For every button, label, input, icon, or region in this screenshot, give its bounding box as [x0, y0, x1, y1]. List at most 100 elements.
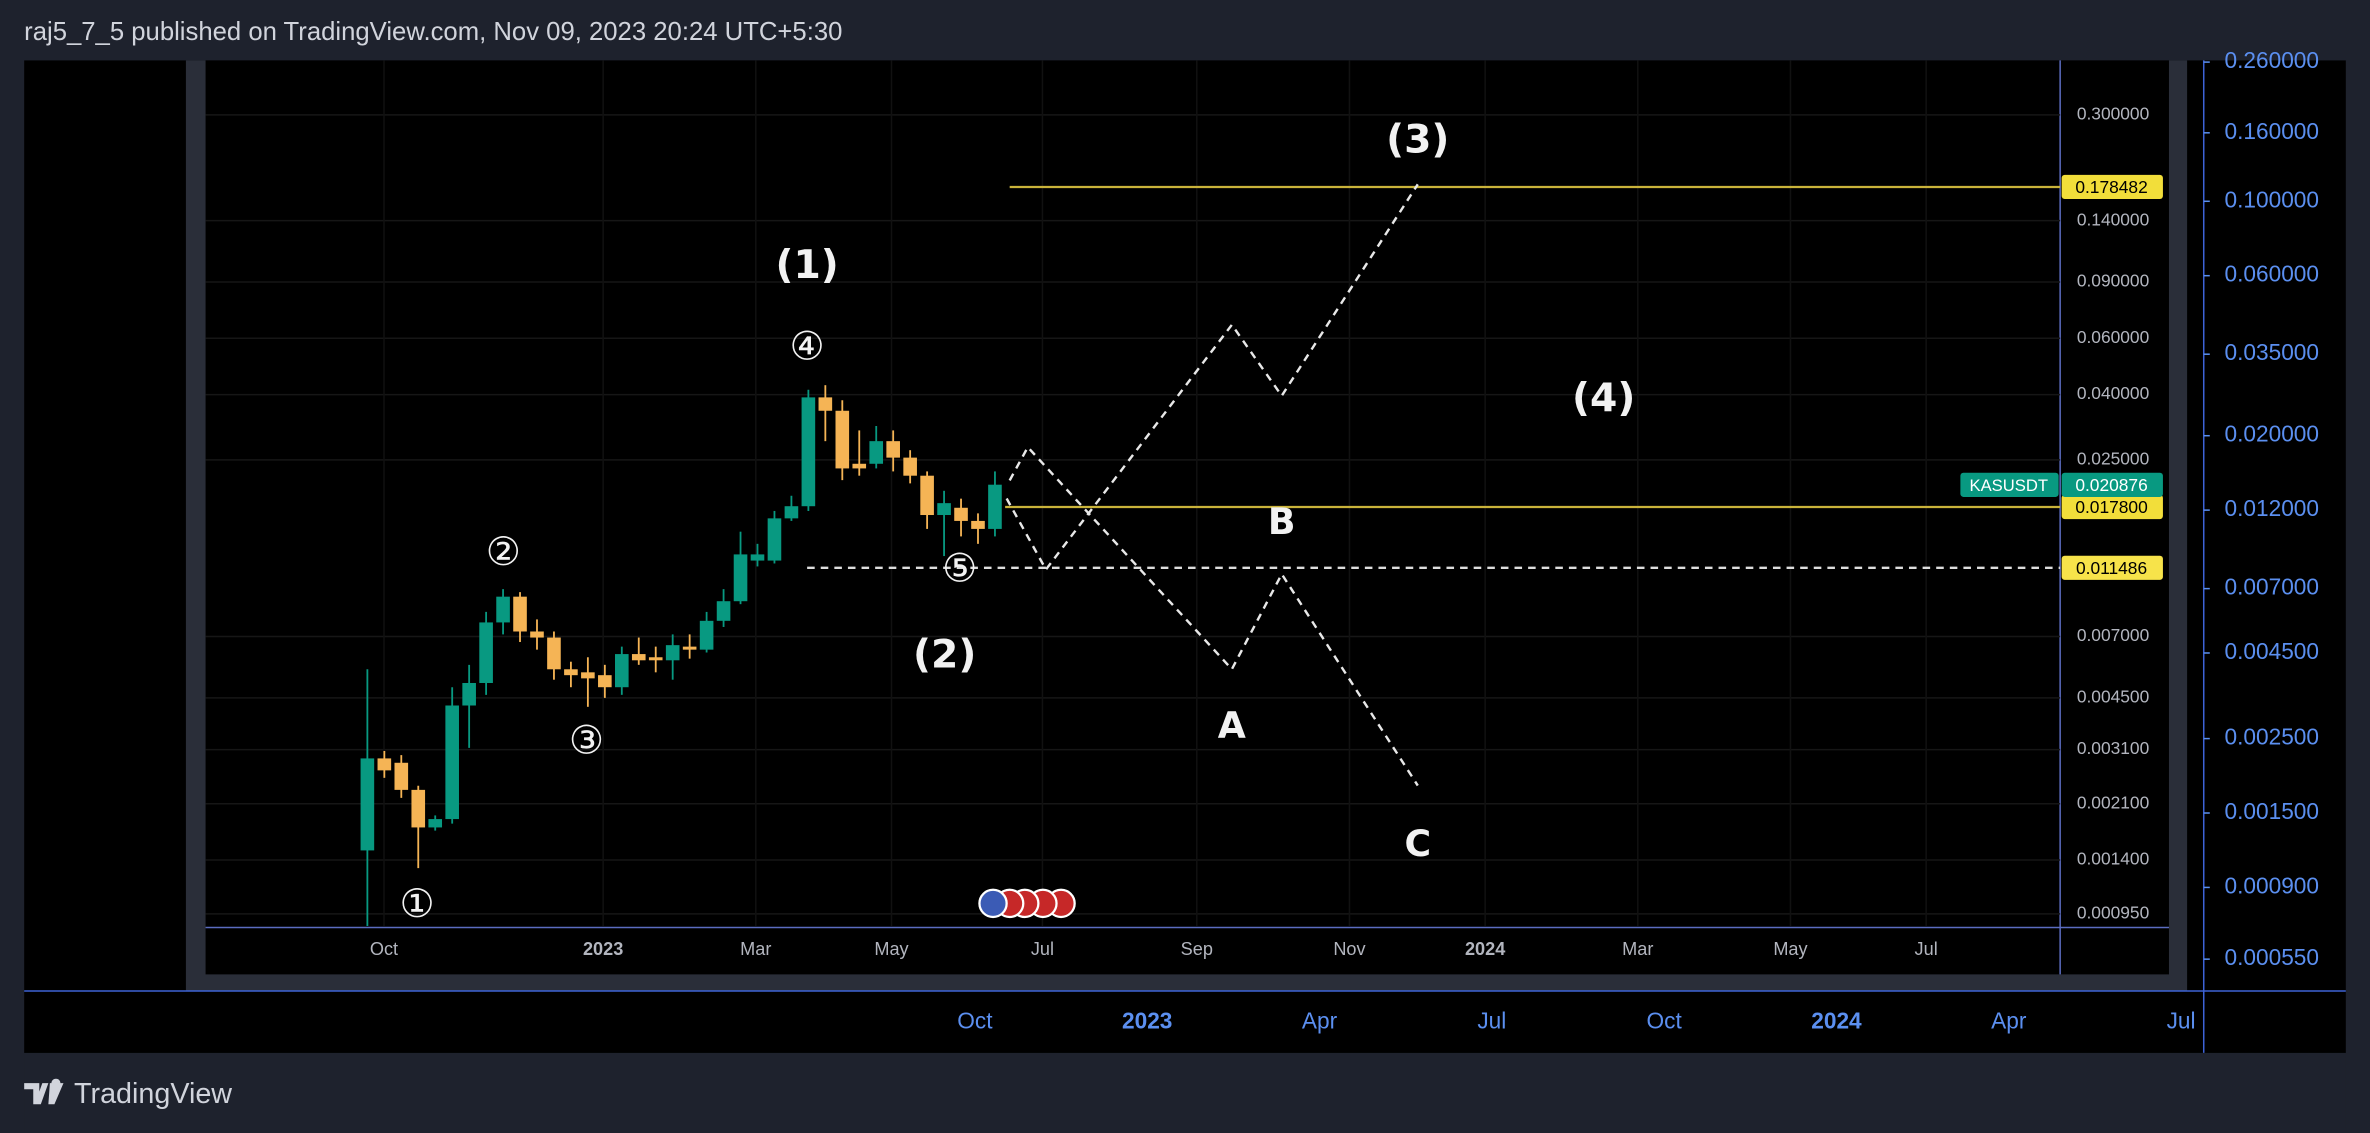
- x-tick-label: May: [874, 939, 909, 959]
- y-tick-label: 0.020000: [2224, 421, 2319, 447]
- candle-body: [750, 554, 765, 561]
- last-price-tag: [2061, 472, 2163, 497]
- candle-body: [716, 601, 731, 621]
- x-tick-label: Apr: [1302, 1008, 1338, 1034]
- x-tick-label: Mar: [1622, 939, 1653, 959]
- y-tick-label: 0.040000: [2077, 383, 2149, 403]
- candle-body: [733, 554, 748, 602]
- x-tick-label: May: [1773, 939, 1808, 959]
- candle-body: [971, 520, 985, 529]
- candle-body: [767, 518, 782, 561]
- candle-body: [394, 762, 409, 790]
- y-tick-label: 0.002500: [2224, 724, 2319, 750]
- footer: [24, 1052, 2346, 1133]
- price-tag: [2061, 555, 2163, 580]
- candle-body: [937, 503, 951, 516]
- flag: [978, 888, 1008, 919]
- y-tick-label: 0.090000: [2077, 271, 2149, 291]
- projection-path: [1005, 183, 1419, 572]
- x-tick-label: Nov: [1333, 939, 1365, 959]
- candle-body: [564, 669, 578, 676]
- annotation: (3): [1386, 118, 1449, 163]
- candle-body: [903, 457, 917, 476]
- candle-body: [682, 646, 697, 650]
- x-tick-label: 2024: [1465, 939, 1505, 959]
- levels: [807, 185, 2061, 569]
- x-tick-label: Oct: [370, 939, 398, 959]
- annotation: ③: [569, 719, 604, 764]
- symbol-tag-label: KASUSDT: [1970, 476, 2048, 495]
- y-tick-label: 0.012000: [2224, 495, 2319, 521]
- y-tick-label: 0.300000: [2077, 103, 2149, 123]
- y-tick-label: 0.004500: [2077, 686, 2149, 706]
- annotation: ④: [790, 324, 825, 369]
- labels: 0.300000 0.140000 0.090000 0.060000 0.040000…: [370, 103, 2163, 959]
- price-tag: [2061, 174, 2163, 200]
- candle-body: [614, 654, 629, 688]
- y-tick-label: 0.000950: [2077, 902, 2149, 922]
- price-tag-label: 0.178482: [2075, 177, 2147, 197]
- candle-body: [818, 397, 833, 411]
- candle-body: [496, 596, 510, 623]
- inner-chart: [205, 60, 2169, 975]
- x-tick-label: Oct: [1647, 1008, 1683, 1034]
- x-tick-label: Oct: [957, 1008, 993, 1034]
- y-tick-label: 0.001500: [2224, 798, 2319, 824]
- projection-path: [1008, 445, 1419, 787]
- candles: [360, 385, 1002, 927]
- y-tick-label: 0.160000: [2224, 118, 2319, 144]
- candle-body: [631, 654, 646, 661]
- candle-body: [801, 397, 816, 507]
- y-tick-label: 0.002100: [2077, 792, 2149, 812]
- y-tick-label: 0.140000: [2077, 209, 2149, 229]
- price-tag-label: 0.017800: [2075, 497, 2147, 517]
- candle-body: [411, 789, 426, 828]
- candle-body: [988, 484, 1002, 529]
- header-text: raj5_7_5 published on TradingView.com, N…: [24, 18, 842, 46]
- candle-body: [598, 675, 612, 688]
- y-tick-label: 0.260000: [2224, 47, 2319, 73]
- candle-body: [360, 758, 375, 851]
- y-tick-label: 0.100000: [2224, 186, 2319, 212]
- price-tag-label: 0.011486: [2076, 558, 2147, 578]
- x-tick-label: Jul: [1031, 939, 1054, 959]
- candle-body: [479, 622, 493, 683]
- annotation: (1): [776, 243, 839, 288]
- candle-body: [886, 441, 900, 458]
- candle-body: [784, 506, 799, 519]
- price-tag: [2061, 494, 2163, 520]
- y-tick-label: 0.000550: [2224, 944, 2319, 970]
- y-tick-label: 0.060000: [2224, 261, 2319, 287]
- annotation: ⑤: [942, 547, 977, 592]
- annotation: B: [1268, 500, 1296, 543]
- candle-body: [530, 631, 544, 638]
- x-tick-label: Sep: [1181, 939, 1213, 959]
- x-tick-label: Mar: [740, 939, 771, 959]
- annotation: ②: [486, 530, 521, 575]
- x-tick-label: Jul: [1477, 1008, 1506, 1034]
- logo: [24, 1078, 64, 1105]
- y-tick-label: 0.007000: [2224, 574, 2319, 600]
- candle-body: [648, 657, 663, 661]
- y-tick-label: 0.007000: [2077, 625, 2149, 645]
- y-tick-label: 0.060000: [2077, 327, 2149, 347]
- annotation: ①: [400, 882, 435, 927]
- candle-body: [445, 705, 459, 820]
- annotation: (4): [1572, 376, 1635, 421]
- candle-body: [581, 672, 595, 679]
- x-tick-label: 2023: [1122, 1008, 1172, 1034]
- candle-body: [462, 682, 476, 706]
- candle-body: [852, 463, 867, 469]
- last-price-label: 0.020876: [2075, 475, 2147, 495]
- y-tick-label: 0.000900: [2224, 872, 2319, 898]
- annotation: A: [1218, 704, 1246, 747]
- x-tick-label: 2024: [1811, 1008, 1862, 1034]
- candle-body: [377, 758, 392, 771]
- y-tick-label: 0.025000: [2077, 448, 2149, 468]
- candle-body: [428, 819, 443, 828]
- x-tick-label: Jul: [2167, 1008, 2196, 1034]
- y-tick-label: 0.004500: [2224, 638, 2319, 664]
- y-tick-label: 0.003100: [2077, 738, 2149, 758]
- candle-body: [547, 637, 561, 670]
